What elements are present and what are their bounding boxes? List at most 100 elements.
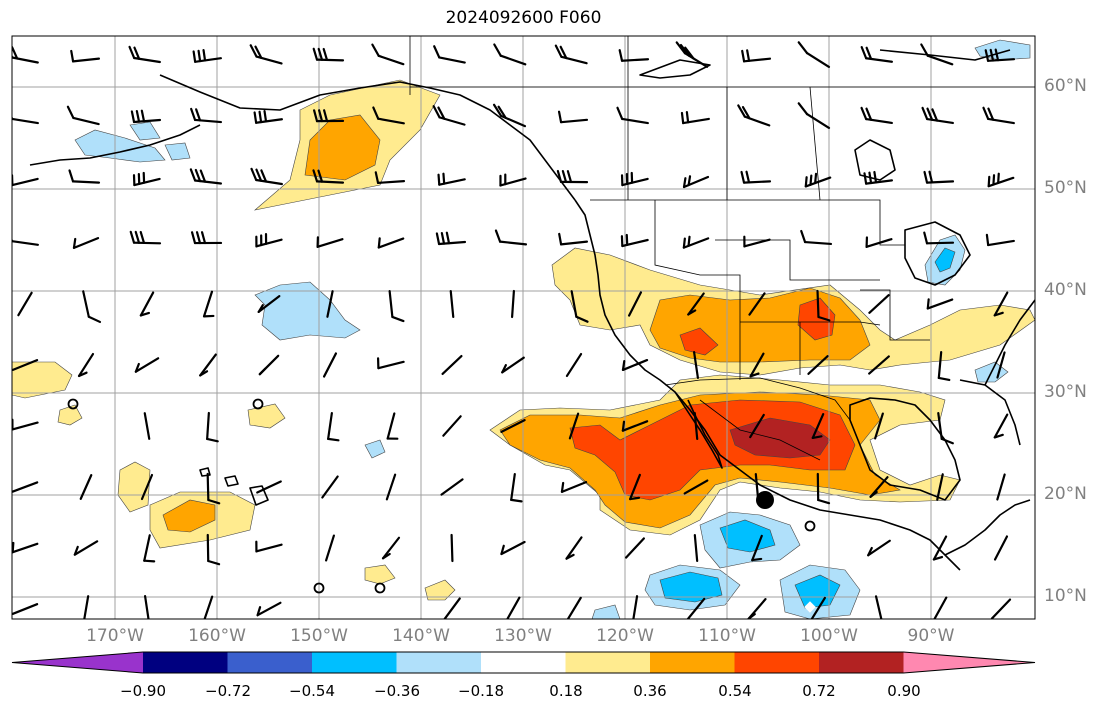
wind-barb-feather xyxy=(263,110,268,123)
wind-barb-feather xyxy=(616,106,624,121)
wind-barb-shaft xyxy=(12,177,39,187)
wind-barb-feather xyxy=(377,237,381,249)
colorbar-over-extension xyxy=(903,652,1035,673)
fill-westus-red xyxy=(797,297,836,341)
wind-barb-feather xyxy=(12,54,14,59)
wind-barb-shaft xyxy=(743,238,771,248)
wind-barb-feather xyxy=(70,49,75,63)
wind-barb-feather xyxy=(440,231,446,245)
wind-barb-feather xyxy=(687,235,691,247)
wind-barb-shaft xyxy=(327,412,333,440)
wind-barb-shaft xyxy=(255,543,283,553)
wind-barb-feather xyxy=(993,311,1004,317)
wind-barb-shaft xyxy=(450,533,454,563)
wind-barb-shaft xyxy=(868,355,890,375)
wind-barb-feather xyxy=(254,45,263,59)
colorbar-segment xyxy=(396,652,482,673)
wind-barb-feather xyxy=(327,437,340,442)
wind-barb-shaft xyxy=(565,536,583,560)
colorbar-tick-label: −0.72 xyxy=(205,682,251,700)
wind-barb-feather xyxy=(804,176,808,188)
wind-barb-feather xyxy=(984,49,990,62)
wind-barb-shaft xyxy=(632,595,639,619)
wind-barb-feather xyxy=(928,170,934,184)
wind-barb-feather xyxy=(863,172,868,185)
wind-barb-feather xyxy=(679,43,691,57)
wind-barb-feather xyxy=(133,46,141,60)
wind-barb-shaft xyxy=(629,473,641,501)
wind-barb-feather xyxy=(865,107,873,121)
wind-barb-feather xyxy=(189,168,197,182)
wind-barb-feather xyxy=(372,106,380,120)
wind-barb-feather xyxy=(749,372,760,378)
colorbar-tick-label: 0.18 xyxy=(549,682,583,700)
fill-blue-pacific-small xyxy=(364,439,386,459)
wind-barb-feather xyxy=(932,555,944,561)
wind-barb-shaft xyxy=(499,54,527,66)
wind-barb-feather xyxy=(940,437,954,445)
wind-barb-feather xyxy=(685,111,690,124)
fill-cyan-epac-2 xyxy=(659,571,723,603)
border-us-mexico xyxy=(664,377,851,421)
border-us-states-3 xyxy=(740,321,881,326)
wind-barb-feather xyxy=(12,46,19,60)
wind-barb-feather xyxy=(559,45,568,60)
wind-barb-feather xyxy=(72,237,77,249)
wind-barb-shaft xyxy=(500,418,526,434)
wind-barb-shaft xyxy=(139,291,155,317)
coast-hudson xyxy=(854,139,896,181)
wind-barb-feather xyxy=(494,229,502,243)
wind-barb-feather xyxy=(317,47,324,61)
wind-barb-feather xyxy=(687,175,692,187)
wind-barb-shaft xyxy=(440,478,464,496)
coast-central-america xyxy=(944,499,1031,556)
wind-barb-feather xyxy=(987,107,995,121)
border-us-canada xyxy=(590,199,905,246)
lon-label-110w: 110°W xyxy=(698,626,756,646)
wind-barb-feather xyxy=(554,44,563,58)
wind-barb-shaft xyxy=(506,596,521,619)
wind-barb-shaft xyxy=(565,352,583,378)
coast-greatlakes xyxy=(904,221,971,286)
wind-barb-shaft xyxy=(388,289,394,319)
wind-barb-feather xyxy=(256,606,262,617)
wind-barb-feather xyxy=(435,232,441,246)
wind-barb-feather xyxy=(557,110,563,124)
wind-barb-feather xyxy=(556,169,563,183)
wind-barb-feather xyxy=(207,559,221,566)
wind-barb-shaft xyxy=(993,413,1009,439)
wind-barb-shaft xyxy=(807,355,829,375)
wind-barb-shaft xyxy=(996,351,1006,379)
colorbar-segment xyxy=(734,652,820,673)
wind-barb-feather xyxy=(87,315,102,324)
wind-barb-shaft xyxy=(500,540,526,556)
wind-barb-shaft xyxy=(810,596,826,619)
wind-barb-feather xyxy=(68,169,75,183)
wind-barb-shaft xyxy=(570,290,578,318)
wind-barb-shaft xyxy=(438,56,466,64)
wind-barbs xyxy=(12,41,1016,619)
wind-barb-shaft xyxy=(627,291,643,317)
wind-barb-feather xyxy=(992,174,996,186)
border-us-states-2 xyxy=(715,239,880,281)
wind-barb-feather xyxy=(575,315,589,323)
wind-barb-shaft xyxy=(77,352,95,378)
wind-barb-feather xyxy=(682,177,687,189)
wind-barb-feather xyxy=(374,171,380,184)
wind-barb-feather xyxy=(445,231,451,245)
wind-barb-feather xyxy=(12,541,15,554)
wind-barb-feather xyxy=(73,545,79,556)
map-title: 2024092600 F060 xyxy=(445,8,602,28)
wind-barb-shaft xyxy=(143,412,151,440)
colorbar-outline xyxy=(11,651,1036,674)
wind-barb-shaft xyxy=(748,292,766,316)
wind-barb-feather xyxy=(629,496,641,501)
map-frame xyxy=(11,35,1036,620)
wind-barb-feather xyxy=(200,231,207,245)
coast-bc-pnw xyxy=(574,199,961,571)
wind-barb-shaft xyxy=(993,291,1009,317)
colorbar-segment xyxy=(481,652,566,673)
wind-barb-feather xyxy=(190,107,197,122)
wind-barb-feather xyxy=(618,49,624,62)
wind-barb-feather xyxy=(192,50,197,63)
